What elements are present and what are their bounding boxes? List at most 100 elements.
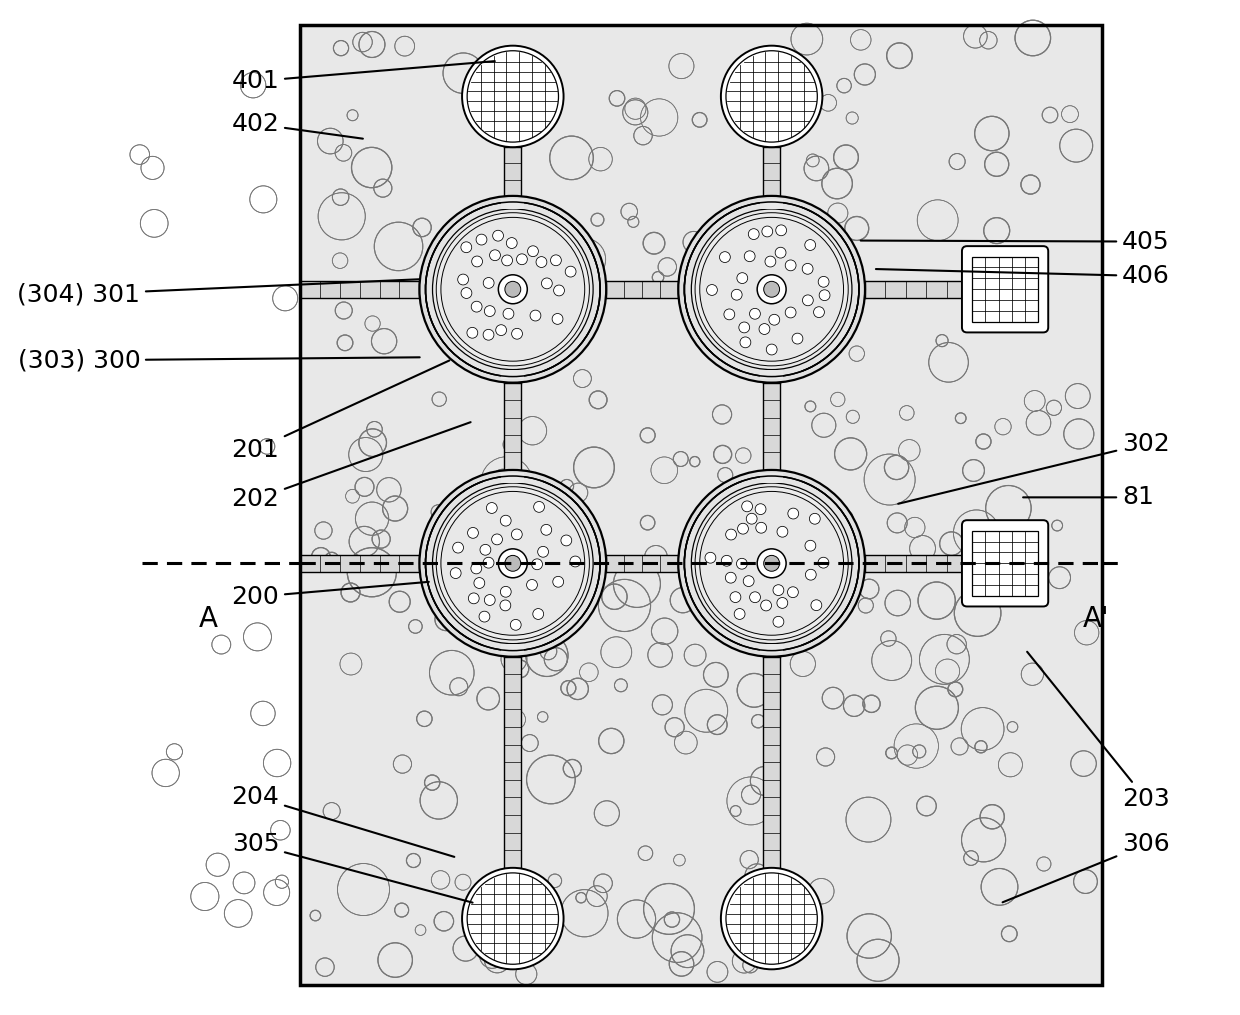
Bar	[606, 554, 678, 572]
Circle shape	[467, 873, 558, 964]
Bar	[300, 25, 1101, 985]
Circle shape	[738, 524, 749, 534]
Circle shape	[734, 609, 745, 619]
Circle shape	[761, 226, 773, 236]
Circle shape	[805, 240, 816, 251]
Circle shape	[461, 242, 471, 253]
Bar	[866, 281, 967, 298]
Circle shape	[785, 308, 796, 318]
Circle shape	[802, 295, 813, 306]
Circle shape	[720, 46, 822, 147]
Circle shape	[719, 252, 730, 263]
Circle shape	[436, 487, 589, 639]
Circle shape	[692, 209, 852, 369]
Circle shape	[764, 555, 780, 571]
Circle shape	[484, 557, 494, 568]
Circle shape	[529, 311, 541, 321]
Circle shape	[820, 290, 830, 300]
Circle shape	[485, 595, 495, 605]
Circle shape	[806, 569, 816, 581]
Circle shape	[419, 196, 606, 383]
Circle shape	[743, 576, 754, 587]
Circle shape	[536, 257, 547, 268]
Bar	[300, 25, 1101, 985]
Circle shape	[527, 580, 537, 591]
Circle shape	[538, 546, 548, 557]
Circle shape	[764, 281, 780, 297]
Circle shape	[436, 213, 589, 365]
Bar	[763, 657, 780, 868]
Text: 406: 406	[875, 264, 1169, 288]
Circle shape	[498, 549, 527, 578]
Circle shape	[425, 202, 600, 377]
Circle shape	[724, 309, 735, 320]
Circle shape	[769, 315, 780, 325]
Text: 401: 401	[232, 61, 495, 93]
Circle shape	[505, 555, 521, 571]
Bar	[760, 370, 784, 380]
Circle shape	[678, 196, 866, 383]
Bar	[300, 554, 419, 572]
Circle shape	[500, 600, 511, 611]
Circle shape	[471, 301, 482, 312]
FancyBboxPatch shape	[962, 247, 1048, 333]
Bar	[606, 281, 678, 298]
Circle shape	[777, 598, 787, 608]
Circle shape	[476, 234, 487, 245]
Text: 302: 302	[898, 431, 1169, 503]
Circle shape	[748, 228, 759, 240]
Circle shape	[511, 529, 522, 540]
Circle shape	[463, 868, 563, 969]
Text: 202: 202	[232, 422, 471, 512]
Text: (304) 301: (304) 301	[17, 279, 419, 307]
Circle shape	[696, 487, 848, 639]
Text: A': A'	[1084, 605, 1110, 633]
Circle shape	[433, 209, 593, 369]
Circle shape	[699, 217, 843, 361]
Circle shape	[450, 567, 461, 579]
Circle shape	[706, 552, 715, 563]
Circle shape	[720, 868, 822, 969]
Circle shape	[560, 535, 572, 546]
Circle shape	[501, 587, 511, 597]
Text: 306: 306	[1003, 832, 1169, 902]
Circle shape	[742, 501, 753, 512]
Circle shape	[725, 51, 817, 142]
Text: 305: 305	[232, 832, 472, 902]
Circle shape	[707, 284, 718, 295]
Circle shape	[725, 529, 737, 540]
Circle shape	[474, 578, 485, 589]
Circle shape	[433, 483, 593, 644]
Circle shape	[565, 266, 577, 277]
Circle shape	[511, 619, 521, 630]
Circle shape	[749, 309, 760, 319]
Circle shape	[496, 325, 507, 336]
Bar	[972, 531, 1038, 596]
Circle shape	[732, 289, 742, 300]
Circle shape	[552, 314, 563, 325]
Circle shape	[500, 516, 511, 526]
Circle shape	[498, 275, 527, 303]
Circle shape	[506, 238, 517, 249]
Circle shape	[542, 278, 552, 289]
Circle shape	[553, 577, 564, 588]
Circle shape	[503, 309, 513, 319]
Circle shape	[419, 470, 606, 657]
Circle shape	[678, 470, 866, 657]
Bar	[760, 473, 784, 482]
Circle shape	[486, 502, 497, 514]
Circle shape	[737, 558, 748, 569]
Circle shape	[776, 225, 786, 235]
Text: 200: 200	[232, 582, 429, 609]
Bar	[866, 554, 967, 572]
Circle shape	[684, 202, 859, 377]
Text: 201: 201	[232, 360, 449, 462]
Circle shape	[766, 344, 777, 355]
Bar	[505, 657, 522, 868]
Circle shape	[570, 556, 580, 567]
Circle shape	[818, 557, 828, 568]
Circle shape	[755, 523, 766, 533]
Bar	[763, 383, 780, 470]
Circle shape	[441, 491, 585, 635]
FancyBboxPatch shape	[962, 520, 1048, 607]
